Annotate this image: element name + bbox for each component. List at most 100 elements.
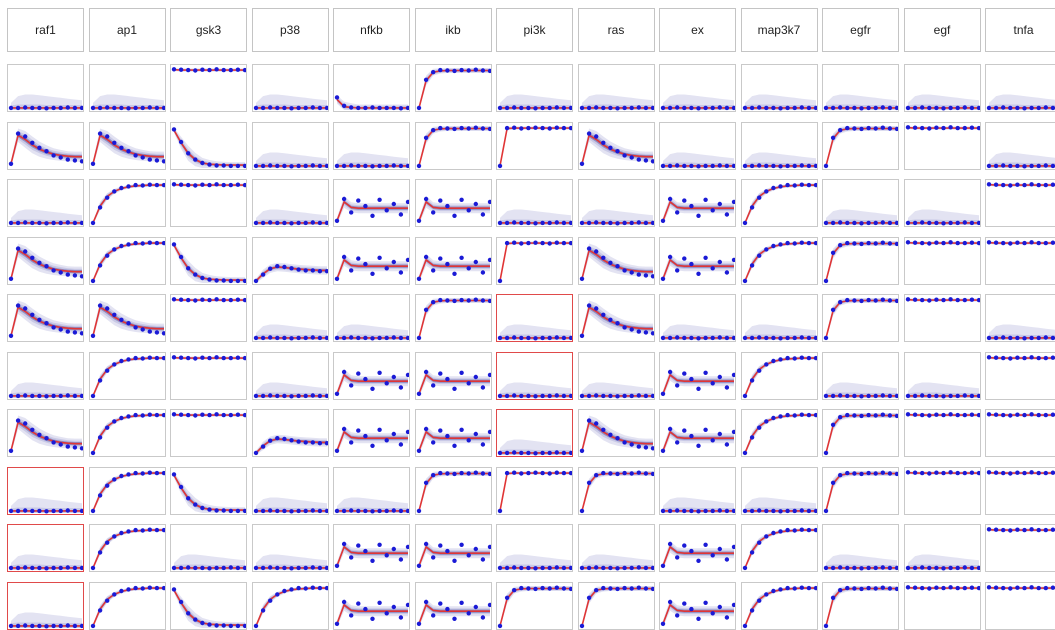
data-point (193, 413, 198, 418)
data-point (23, 507, 28, 513)
data-point (466, 553, 471, 558)
data-point (784, 585, 790, 590)
data-point (845, 565, 850, 571)
data-point (838, 565, 843, 570)
data-point (430, 382, 435, 388)
data-point (267, 565, 272, 570)
data-point (228, 565, 233, 570)
data-point (1001, 240, 1006, 245)
data-point (154, 470, 159, 475)
data-point (1050, 163, 1055, 168)
data-point (310, 440, 315, 445)
panel-plot (90, 527, 165, 571)
data-point (317, 335, 322, 341)
data-point (866, 125, 871, 130)
data-point (947, 297, 953, 302)
panel-plot (660, 253, 735, 282)
panel-r7-map3k7 (740, 409, 818, 457)
data-point (777, 356, 783, 362)
data-point (724, 212, 730, 217)
data-point (310, 220, 315, 225)
data-point (253, 393, 258, 398)
data-point (777, 508, 783, 513)
data-point (643, 272, 648, 278)
data-point (274, 565, 279, 571)
data-point (30, 105, 35, 111)
data-point (533, 125, 538, 130)
data-point (1015, 182, 1020, 187)
panel-r1-ras (577, 64, 655, 112)
data-point (873, 413, 878, 418)
data-point (830, 307, 836, 312)
data-point (526, 470, 531, 475)
data-point (838, 472, 843, 477)
data-point (1022, 240, 1027, 245)
data-point (682, 508, 687, 513)
data-point (1015, 240, 1020, 245)
data-point (242, 565, 246, 571)
data-point (526, 335, 531, 341)
data-point (579, 508, 584, 513)
data-point (363, 433, 368, 439)
panel-r5-egfr (822, 294, 899, 342)
data-point (667, 599, 673, 604)
data-point (72, 565, 78, 571)
data-point (178, 67, 184, 72)
data-point (391, 431, 396, 437)
data-point (79, 158, 83, 163)
fit-line (417, 258, 490, 279)
data-point (228, 297, 233, 303)
data-point (919, 105, 924, 110)
data-point (777, 336, 783, 341)
data-point (405, 199, 409, 205)
data-point (675, 507, 680, 513)
data-point (955, 297, 960, 303)
band-inner (500, 242, 571, 281)
data-point (125, 106, 131, 111)
band-inner (581, 305, 653, 338)
panel-plot (8, 382, 83, 398)
data-point (363, 606, 368, 611)
data-point (186, 182, 191, 188)
data-point (44, 436, 49, 441)
panel-plot (334, 253, 409, 282)
panel-plot (905, 412, 980, 418)
data-point (260, 444, 265, 449)
data-point (58, 442, 63, 447)
data-point (444, 606, 450, 611)
data-point (473, 546, 478, 552)
band-mid (500, 586, 571, 628)
data-point (675, 555, 680, 560)
panel-r7-gsk3 (170, 409, 247, 457)
data-point (880, 240, 885, 245)
data-point (125, 148, 131, 153)
data-point (675, 440, 680, 445)
data-point (253, 220, 258, 226)
data-point (675, 162, 680, 168)
data-point (947, 124, 953, 129)
data-point (770, 243, 776, 248)
data-point (480, 470, 485, 476)
panel-plot (171, 241, 246, 283)
data-point (912, 220, 917, 226)
data-point (140, 470, 145, 476)
data-point (873, 240, 878, 246)
data-point (845, 470, 850, 475)
data-point (512, 105, 517, 110)
data-point (940, 393, 946, 398)
data-point (132, 182, 138, 188)
data-point (1043, 162, 1048, 168)
data-point (749, 262, 754, 268)
fit-line (417, 200, 490, 222)
data-point (72, 105, 78, 111)
data-point (504, 565, 510, 571)
data-point (104, 133, 109, 139)
data-point (341, 196, 347, 202)
data-point (37, 105, 42, 111)
data-point (813, 585, 817, 590)
panel-r7-pi3k (496, 409, 573, 457)
data-point (341, 163, 347, 168)
data-point (912, 393, 917, 398)
data-point (423, 254, 428, 259)
data-point (480, 384, 485, 390)
